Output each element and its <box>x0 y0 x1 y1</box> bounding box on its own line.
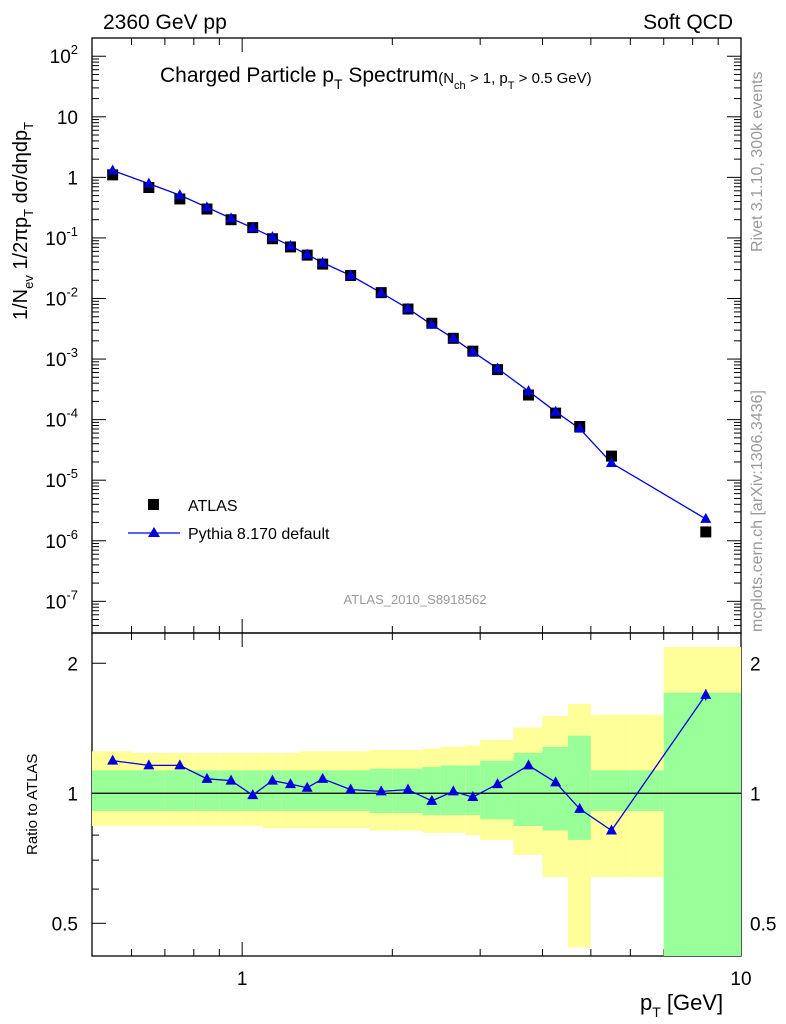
stat-uncertainty-band <box>590 770 631 811</box>
y-tick-label: 10 <box>57 108 78 129</box>
ratio-point <box>345 783 357 794</box>
x-axis-label: pT [GeV] <box>640 990 723 1020</box>
ratio-point <box>402 783 414 794</box>
legend: ATLAS Pythia 8.170 default <box>128 498 330 543</box>
x-tick-label: 1 <box>237 969 248 990</box>
pythia-point <box>174 189 186 200</box>
pythia-point <box>523 385 535 396</box>
main-frame-border <box>91 37 742 634</box>
pythia-point <box>605 457 617 468</box>
ratio-point <box>174 759 186 770</box>
pythia-line <box>112 169 707 520</box>
ratio-point <box>550 776 562 787</box>
stat-uncertainty-band <box>630 770 664 811</box>
x-tick-label: 10 <box>730 969 751 990</box>
atlas-point <box>605 450 617 462</box>
pythia-point <box>107 164 119 175</box>
mcplots-label: mcplots.cern.ch [arXiv:1306.3436] <box>749 390 766 632</box>
legend-atlas-marker <box>148 499 159 510</box>
pythia-point <box>247 221 259 232</box>
y-tick-label: 10-7 <box>45 587 78 613</box>
ratio-point <box>447 785 459 796</box>
main-panel: 102 10 1 10-1 10-2 10-3 10-4 10-5 10-6 10-7 <box>45 37 742 634</box>
ratio-point <box>107 754 119 765</box>
y-tick-label: 1 <box>67 168 78 189</box>
pythia-point <box>225 212 237 223</box>
y-tick-label: 10-2 <box>45 284 78 310</box>
stat-uncertainty-band <box>131 770 165 811</box>
ratio-point <box>574 802 586 813</box>
pythia-point <box>574 422 586 433</box>
stat-uncertainty-band <box>281 770 300 811</box>
stat-uncertainty-band <box>92 770 132 811</box>
ratio-y-tick-label: 2 <box>67 654 78 675</box>
ratio-y-axis-label: Ratio to ATLAS <box>24 754 41 855</box>
ratio-y-tick-label-right: 0.5 <box>750 914 776 935</box>
ratio-y-tick-label: 0.5 <box>52 914 78 935</box>
ratio-point <box>605 824 617 835</box>
y-tick-label: 10-5 <box>45 466 78 492</box>
ratio-point <box>225 774 237 785</box>
pythia-point <box>375 286 387 297</box>
ratio-point <box>301 781 313 792</box>
pythia-point <box>492 362 504 373</box>
stat-uncertainty-band <box>542 746 569 831</box>
pythia-point <box>426 318 438 329</box>
legend-pythia-label: Pythia 8.170 default <box>188 526 330 543</box>
header-left: 2360 GeV pp <box>103 11 227 34</box>
pythia-point <box>447 332 459 343</box>
pythia-point <box>143 177 155 188</box>
main-marks <box>107 164 712 538</box>
ratio-point <box>426 794 438 805</box>
ratio-point <box>700 688 712 699</box>
pythia-point <box>345 269 357 280</box>
pythia-point <box>201 201 213 212</box>
atlas-point <box>107 169 119 181</box>
ratio-y-tick-label-right: 2 <box>750 654 761 675</box>
ratio-point <box>285 778 297 789</box>
pythia-point <box>285 239 297 250</box>
ratio-point <box>143 759 155 770</box>
rivet-info-label: Rivet 3.1.10, 300k events <box>749 71 766 252</box>
ratio-point <box>317 772 329 783</box>
legend-pythia-marker <box>148 527 160 537</box>
header-right: Soft QCD <box>643 11 733 34</box>
legend-atlas-label: ATLAS <box>188 498 238 515</box>
pythia-point <box>467 345 479 356</box>
y-tick-label: 10-6 <box>45 527 78 553</box>
pythia-point <box>700 512 712 523</box>
ratio-y-tick-label-right: 1 <box>750 784 761 805</box>
stat-uncertainty-band <box>422 767 441 816</box>
y-tick-label: 102 <box>50 42 78 68</box>
main-y-axis-label: 1/Nev 1/2πpT dσ/dηdpT <box>10 122 36 320</box>
y-tick-label: 10-3 <box>45 345 78 371</box>
stat-uncertainty-band <box>164 770 194 811</box>
pythia-point <box>402 302 414 313</box>
ratio-point <box>467 791 479 802</box>
analysis-watermark: ATLAS_2010_S8918562 <box>344 592 487 607</box>
y-tick-label: 10-4 <box>45 406 78 432</box>
chart-title: Charged Particle pT Spectrum(Nch > 1, pT… <box>160 64 592 92</box>
pythia-point <box>317 256 329 267</box>
pythia-point <box>301 248 313 259</box>
ratio-point <box>201 772 213 783</box>
atlas-point <box>700 526 712 538</box>
ratio-point <box>247 789 259 800</box>
ratio-marks <box>92 647 741 956</box>
ratio-point <box>523 759 535 770</box>
stat-uncertainty-band <box>568 735 591 840</box>
ratio-series-line <box>112 694 707 832</box>
pythia-point <box>550 405 562 416</box>
ratio-point <box>492 778 504 789</box>
ratio-y-tick-label: 1 <box>67 784 78 805</box>
y-tick-label: 10-1 <box>45 224 78 250</box>
ratio-point <box>266 774 278 785</box>
ratio-point <box>375 785 387 796</box>
pythia-point <box>266 231 278 242</box>
stat-uncertainty-band <box>663 692 741 956</box>
stat-uncertainty-band <box>262 770 282 811</box>
stat-uncertainty-band <box>465 765 481 816</box>
